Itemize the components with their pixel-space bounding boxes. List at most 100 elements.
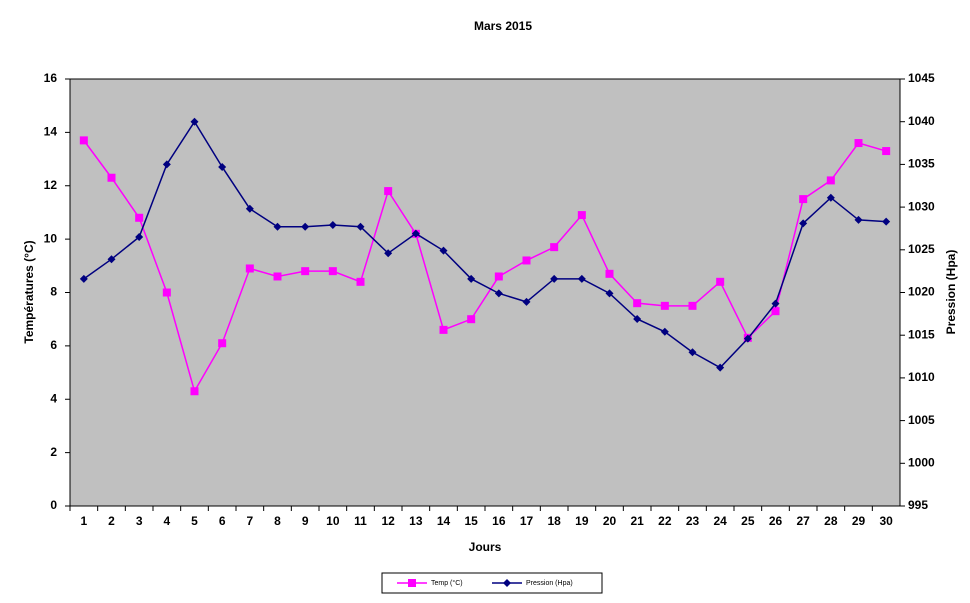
- marker: [494, 272, 503, 281]
- x-tick-label: 15: [464, 514, 478, 528]
- marker: [494, 289, 503, 298]
- x-tick-label: 8: [274, 514, 281, 528]
- marker: [577, 274, 586, 283]
- marker: [79, 274, 88, 283]
- marker: [771, 307, 780, 316]
- marker: [799, 195, 808, 204]
- x-tick-label: 19: [575, 514, 589, 528]
- plot-area: [69, 78, 901, 507]
- x-tick-label: 16: [492, 514, 506, 528]
- x-tick-label: 12: [381, 514, 395, 528]
- x-tick-label: 23: [686, 514, 700, 528]
- y-tick-label: 4: [50, 391, 57, 405]
- marker: [522, 297, 531, 306]
- x-tick-label: 18: [547, 514, 561, 528]
- marker: [273, 272, 282, 281]
- marker: [408, 579, 416, 587]
- y2-tick-label: 1030: [908, 199, 935, 213]
- marker: [218, 339, 227, 348]
- marker: [799, 219, 808, 228]
- marker: [162, 160, 171, 169]
- marker: [743, 334, 752, 343]
- x-tick-label: 25: [741, 514, 755, 528]
- marker: [605, 289, 614, 298]
- legend-label: Pression (Hpa): [526, 580, 573, 587]
- x-tick-label: 9: [302, 514, 309, 528]
- marker: [503, 579, 511, 587]
- marker: [522, 256, 531, 265]
- marker: [107, 255, 116, 264]
- x-tick-label: 2: [108, 514, 115, 528]
- marker: [384, 187, 393, 196]
- y-tick-label: 6: [50, 338, 57, 352]
- marker: [716, 363, 725, 372]
- marker: [467, 274, 476, 283]
- marker: [411, 229, 420, 238]
- y2-tick-label: 1015: [908, 327, 935, 341]
- x-tick-label: 7: [246, 514, 253, 528]
- y2-tick-label: 1035: [908, 157, 935, 171]
- marker: [716, 277, 725, 286]
- y2-tick-label: 1000: [908, 455, 935, 469]
- x-tick-label: 27: [796, 514, 810, 528]
- marker: [550, 274, 559, 283]
- marker: [605, 269, 614, 278]
- marker: [854, 215, 863, 224]
- y2-tick-label: 1020: [908, 285, 935, 299]
- marker: [439, 325, 448, 334]
- x-tick-label: 21: [630, 514, 644, 528]
- marker: [135, 232, 144, 241]
- marker: [218, 162, 227, 171]
- x-tick-label: 11: [354, 514, 367, 528]
- marker: [660, 301, 669, 310]
- x-tick-label: 3: [136, 514, 143, 528]
- y2-axis-label: Pression (Hpa): [944, 250, 958, 335]
- marker: [328, 221, 337, 230]
- x-axis-label: Jours: [469, 540, 502, 554]
- marker: [356, 277, 365, 286]
- marker: [356, 222, 365, 231]
- x-tick-label: 13: [409, 514, 423, 528]
- legend-label: Temp (°C): [431, 579, 463, 587]
- marker: [854, 139, 863, 148]
- y-tick-label: 2: [50, 445, 57, 459]
- x-tick-label: 26: [769, 514, 783, 528]
- marker: [301, 222, 310, 231]
- marker: [660, 327, 669, 336]
- marker: [190, 387, 199, 396]
- y-tick-label: 8: [50, 285, 57, 299]
- marker: [301, 267, 310, 276]
- marker: [826, 193, 835, 202]
- x-tick-label: 10: [326, 514, 340, 528]
- marker: [135, 213, 144, 222]
- y2-tick-label: 1005: [908, 413, 935, 427]
- marker: [439, 246, 448, 255]
- marker: [577, 211, 586, 220]
- x-tick-label: 17: [520, 514, 534, 528]
- y-tick-label: 16: [44, 71, 58, 85]
- marker: [328, 267, 337, 276]
- marker: [771, 299, 780, 308]
- y-axis-label: Températures (°C): [22, 240, 36, 343]
- x-tick-label: 30: [879, 514, 893, 528]
- x-tick-label: 28: [824, 514, 838, 528]
- x-tick-label: 1: [80, 514, 87, 528]
- x-tick-label: 6: [219, 514, 226, 528]
- marker: [162, 288, 171, 297]
- y2-tick-label: 1045: [908, 71, 935, 85]
- marker: [550, 243, 559, 252]
- chart-title: Mars 2015: [474, 19, 532, 33]
- marker: [467, 315, 476, 324]
- marker: [245, 204, 254, 213]
- x-tick-label: 22: [658, 514, 672, 528]
- marker: [688, 301, 697, 310]
- x-tick-label: 24: [713, 514, 727, 528]
- marker: [882, 147, 891, 156]
- marker: [245, 264, 254, 273]
- marker: [633, 314, 642, 323]
- marker: [633, 299, 642, 308]
- marker: [882, 217, 891, 226]
- y2-tick-label: 1025: [908, 242, 935, 256]
- x-tick-label: 20: [603, 514, 617, 528]
